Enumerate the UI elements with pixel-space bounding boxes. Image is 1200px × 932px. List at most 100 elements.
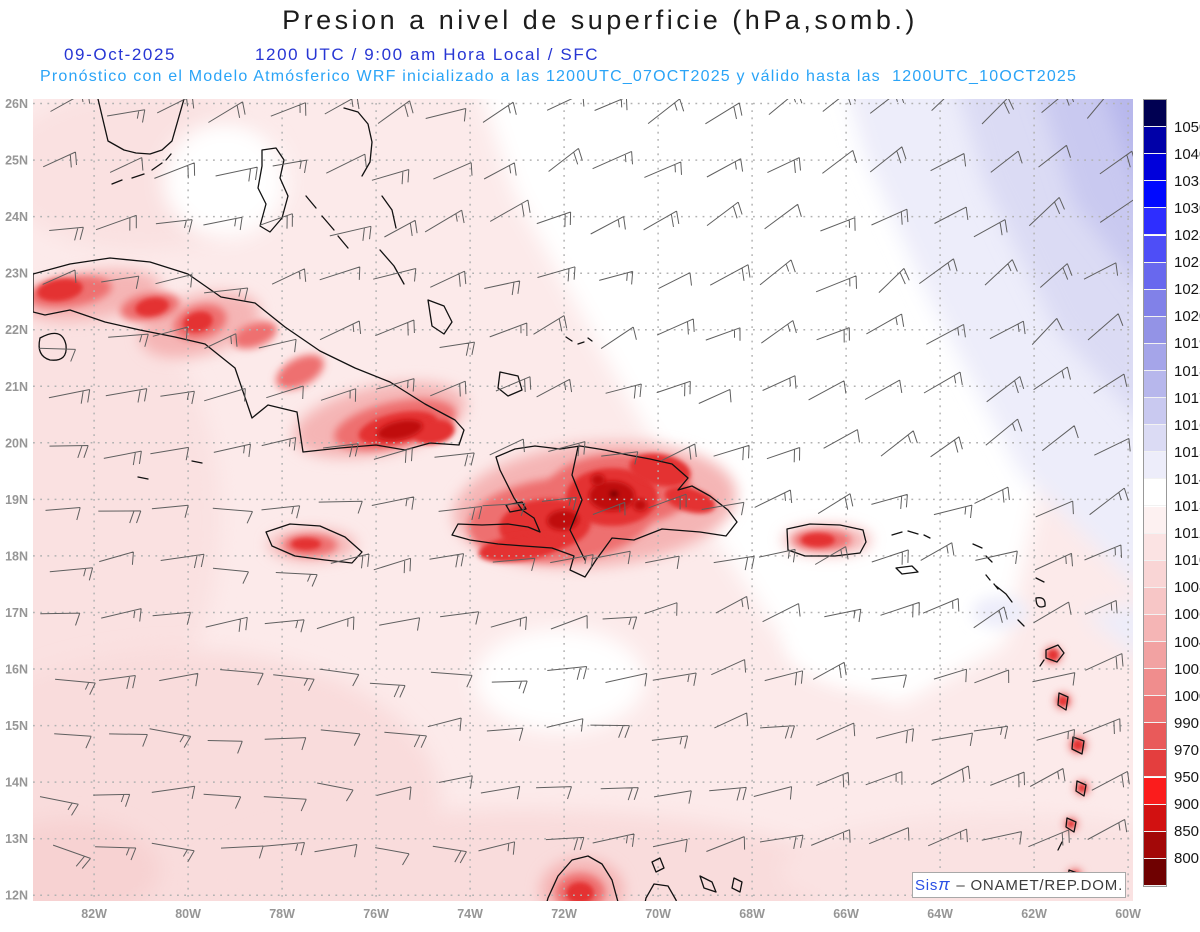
colorbar-label: 990 [1174,714,1200,732]
colorbar-cell [1144,614,1166,642]
colorbar-label: 1016 [1174,416,1200,434]
colorbar-cell [1144,289,1166,317]
colorbar-label: 1040 [1174,145,1200,163]
pressure-colorbar: 1050 1040 1035 1030 1028 1025 1022 1020 1019 1018… [1143,99,1200,890]
colorbar-label: 1025 [1174,254,1200,272]
coastline-andros [257,147,289,233]
branding-sis: Sis [914,876,939,894]
lat-label: 12N [5,889,28,903]
coastline-martinique [1071,736,1085,755]
page-title: Presion a nivel de superficie (hPa,somb.… [282,5,918,35]
colorbar-label: 850 [1174,823,1200,841]
coastline-leewards [972,543,1046,627]
colorbar-label: 900 [1174,796,1200,814]
wind-barbs [38,99,1133,869]
colorbar-cell [1144,452,1166,480]
colorbar-cell [1144,831,1166,859]
colorbar-label: 1030 [1174,199,1200,217]
colorbar-cell [1144,425,1166,453]
colorbar-cell [1144,506,1166,534]
colorbar-cell [1144,669,1166,697]
lon-label: 80W [175,907,201,921]
lon-label: 78W [269,907,295,921]
branding-separator: – [951,876,971,894]
pi-logo-icon: π [938,875,951,894]
coastline-puerto-rico [786,523,867,557]
colorbar-cell [1144,154,1166,182]
lat-label: 22N [5,323,28,337]
colorbar-cell [1144,804,1166,832]
coastline-florida [97,99,185,155]
colorbar-label: 1050 [1174,118,1200,136]
lon-label: 76W [363,907,389,921]
coastline-florida-keys [111,153,172,185]
forecast-date-label: 09-Oct-2025 [64,45,177,64]
branding-org: ONAMET/REP.DOM. [970,876,1124,894]
lon-label: 62W [1021,907,1047,921]
colorbar-label: 1022 [1174,281,1200,299]
coastline-eleuthera [343,107,373,177]
coastline-st-vincent-grenadines [1057,817,1077,851]
lat-label: 16N [5,663,28,677]
coastline-cuba [33,257,465,453]
haiti-dr-border [569,446,586,561]
colorbar-label: 800 [1174,850,1200,868]
colorbar-cell [1144,587,1166,615]
coastlines [33,99,1087,901]
colorbar-label: 1014 [1174,470,1200,488]
coastline-turks [565,336,593,345]
colorbar-cell [1144,777,1166,805]
colorbar-label: 1013 [1174,498,1200,515]
coastline-crooked-acklins [427,299,453,335]
lat-label: 21N [5,380,28,394]
colorbar-label: 1004 [1174,633,1200,651]
lon-label: 70W [645,907,671,921]
lat-label: 13N [5,832,28,846]
coastline-dominica [1057,692,1069,711]
coastline-aruba [651,857,665,873]
lat-label: 25N [5,154,28,168]
lat-label: 14N [5,776,28,790]
colorbar-cell [1144,100,1166,128]
coastline-great-inagua [497,371,523,397]
colorbar-label: 950 [1174,769,1200,786]
lat-label: 18N [5,549,28,563]
pressure-shading [33,99,1133,901]
colorbar-label: 1006 [1174,606,1200,624]
axis-labels: 26N 25N 24N 23N 22N 21N 20N 19N 18N 17N 16N 15N 14N 1… [5,97,1141,921]
lat-label: 17N [5,606,28,620]
colorbar-cell [1144,208,1166,236]
lat-label: 26N [5,97,28,111]
colorbar-cell [1144,343,1166,371]
coastline-virgin-islands [891,530,931,575]
colorbar-label: 1020 [1174,308,1200,326]
colorbar-cell [1144,533,1166,561]
colorbar-label: 1035 [1174,172,1200,190]
coastline-bonaire [731,877,743,893]
colorbar-cell [1144,858,1166,886]
colorbar-cell [1144,723,1166,751]
lon-label: 74W [457,907,483,921]
lon-label: 64W [927,907,953,921]
colorbar-cell [1144,127,1166,155]
coastline-hispaniola [451,445,738,578]
colorbar-cell [1144,642,1166,670]
colorbar-label: 1012 [1174,525,1200,543]
colorbar-cell [1144,696,1166,724]
coastline-long-island [379,249,405,285]
colorbar-label: 1002 [1174,660,1200,678]
lat-label: 24N [5,210,28,224]
model-run-label: Pronóstico con el Modelo Atmósferico WRF… [40,68,1078,85]
colorbar-label: 1017 [1174,389,1200,407]
colorbar-label: 970 [1174,741,1200,759]
colorbar-cell [1144,316,1166,344]
colorbar-label: 1000 [1174,687,1200,705]
coastline-caymans [137,460,203,480]
lat-label: 20N [5,436,28,450]
coastline-guajira [546,855,619,901]
coastline-isla-juventud [38,332,67,361]
colorbar-label: 1019 [1174,335,1200,353]
coastline-curacao [699,875,717,893]
